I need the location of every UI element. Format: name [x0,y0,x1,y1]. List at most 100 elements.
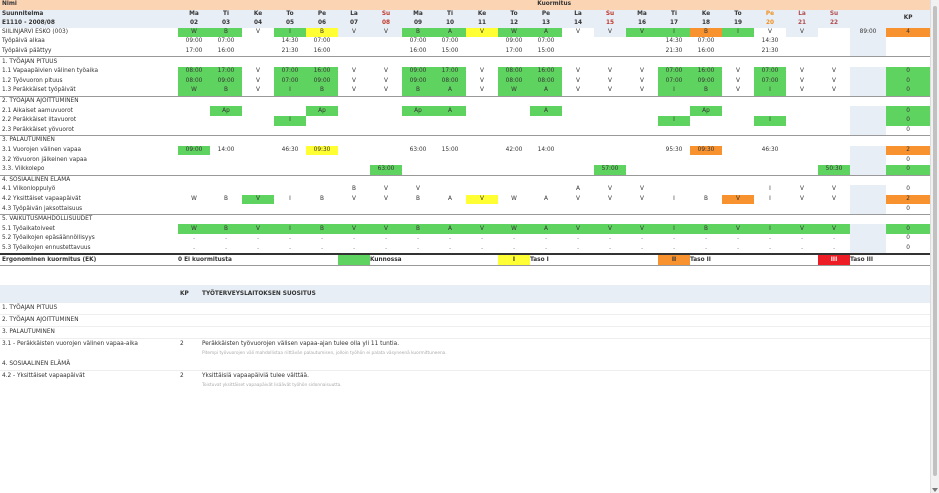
day-cell[interactable] [786,37,818,47]
day-cell[interactable]: B [690,86,722,96]
day-cell[interactable] [658,126,690,136]
day-cell[interactable] [626,165,658,175]
day-cell[interactable]: V [626,28,658,38]
day-cell[interactable]: W [178,195,210,205]
day-cell[interactable]: W [498,195,530,205]
day-cell[interactable]: . [242,234,274,244]
day-cell[interactable] [242,106,274,116]
day-cell[interactable] [242,204,274,214]
day-cell[interactable]: 08:00 [434,77,466,87]
day-cell[interactable]: . [786,234,818,244]
day-cell[interactable]: I [754,185,786,195]
day-cell[interactable]: . [434,234,466,244]
day-cell[interactable] [498,165,530,175]
day-cell[interactable]: Ap [690,106,722,116]
day-cell[interactable]: V [786,224,818,234]
day-cell[interactable]: V [594,77,626,87]
day-cell[interactable] [594,106,626,116]
day-cell[interactable] [338,106,370,116]
day-cell[interactable] [338,146,370,156]
day-cell[interactable]: V [786,195,818,205]
day-cell[interactable] [530,116,562,126]
day-cell[interactable] [530,165,562,175]
day-cell[interactable]: V [370,67,402,77]
day-cell[interactable]: 14:30 [658,37,690,47]
day-cell[interactable] [498,155,530,165]
day-cell[interactable]: V [242,67,274,77]
day-cell[interactable]: I [274,28,306,38]
day-cell[interactable]: V [562,224,594,234]
day-cell[interactable] [338,204,370,214]
day-cell[interactable]: V [466,86,498,96]
day-cell[interactable]: Ap [402,106,434,116]
day-cell[interactable]: 08:00 [498,67,530,77]
day-cell[interactable]: . [242,244,274,255]
day-cell[interactable] [818,126,850,136]
day-cell[interactable] [466,185,498,195]
day-cell[interactable]: 07:00 [754,77,786,87]
day-cell[interactable]: B [210,195,242,205]
day-cell[interactable]: A [530,106,562,116]
day-cell[interactable] [562,37,594,47]
day-cell[interactable]: 09:00 [402,67,434,77]
day-cell[interactable]: V [594,86,626,96]
day-cell[interactable] [338,116,370,126]
day-cell[interactable]: 16:00 [402,47,434,57]
day-cell[interactable] [754,126,786,136]
day-cell[interactable] [466,146,498,156]
day-cell[interactable] [466,155,498,165]
day-cell[interactable] [370,106,402,116]
day-cell[interactable] [722,47,754,57]
day-cell[interactable]: . [562,244,594,255]
day-cell[interactable]: V [754,28,786,38]
day-cell[interactable] [402,126,434,136]
day-cell[interactable] [594,37,626,47]
day-cell[interactable]: V [786,185,818,195]
day-cell[interactable] [658,155,690,165]
day-cell[interactable] [338,37,370,47]
day-cell[interactable]: V [242,28,274,38]
day-cell[interactable] [722,165,754,175]
day-cell[interactable] [754,106,786,116]
day-cell[interactable] [594,155,626,165]
day-cell[interactable]: V [594,195,626,205]
day-cell[interactable]: V [338,86,370,96]
day-cell[interactable]: 08:00 [530,77,562,87]
day-cell[interactable]: V [722,195,754,205]
day-cell[interactable] [722,126,754,136]
day-cell[interactable]: A [530,86,562,96]
day-cell[interactable] [562,146,594,156]
day-cell[interactable] [210,155,242,165]
day-cell[interactable]: V [338,28,370,38]
day-cell[interactable]: W [498,86,530,96]
day-cell[interactable]: V [786,28,818,38]
day-cell[interactable]: V [722,77,754,87]
day-cell[interactable]: 17:00 [498,47,530,57]
day-cell[interactable]: . [658,244,690,255]
day-cell[interactable]: B [402,28,434,38]
day-cell[interactable] [594,116,626,126]
day-cell[interactable] [498,185,530,195]
day-cell[interactable]: 17:00 [178,47,210,57]
day-cell[interactable] [786,47,818,57]
day-cell[interactable]: 15:00 [530,47,562,57]
day-cell[interactable] [818,47,850,57]
day-cell[interactable]: V [466,67,498,77]
day-cell[interactable]: . [210,234,242,244]
day-cell[interactable]: 08:00 [498,77,530,87]
day-cell[interactable] [498,204,530,214]
day-cell[interactable] [178,185,210,195]
day-cell[interactable] [690,165,722,175]
day-cell[interactable] [626,126,658,136]
day-cell[interactable] [402,204,434,214]
day-cell[interactable]: B [210,28,242,38]
day-cell[interactable]: A [434,28,466,38]
day-cell[interactable] [658,106,690,116]
day-cell[interactable]: 09:00 [306,77,338,87]
day-cell[interactable]: V [722,67,754,77]
scroll-down-arrow-icon[interactable] [932,488,938,492]
day-cell[interactable]: V [562,28,594,38]
day-cell[interactable]: B [690,224,722,234]
day-cell[interactable] [306,185,338,195]
day-cell[interactable]: 09:00 [210,77,242,87]
